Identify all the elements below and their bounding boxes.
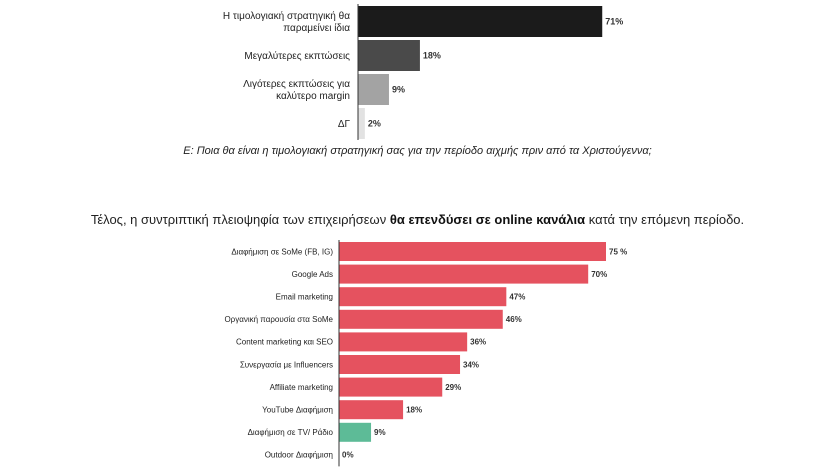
- category-label: Google Ads: [292, 270, 333, 279]
- intro-text-end: κατά την επόμενη περίοδο.: [585, 212, 745, 227]
- bar: [358, 74, 389, 105]
- category-label: YouTube Διαφήμιση: [262, 406, 333, 415]
- category-label: Συνεργασία με Influencers: [240, 360, 333, 369]
- chart-question-caption: Ε: Ποια θα είναι η τιμολογιακή στρατηγικ…: [183, 145, 652, 157]
- bar: [358, 40, 420, 71]
- bar: [358, 108, 365, 139]
- value-label: 2%: [368, 119, 381, 129]
- intro-text-bold: θα επενδύσει σε online κανάλια: [389, 212, 586, 227]
- bar: [339, 309, 503, 329]
- pricing-strategy-chart: Η τιμολογιακή στρατηγική θα παραμείνει ίδ…: [223, 4, 623, 140]
- bar: [339, 332, 468, 352]
- bar: [358, 6, 603, 37]
- value-label: 0%: [342, 451, 354, 460]
- bar: [339, 422, 372, 442]
- value-label: 18%: [423, 51, 441, 61]
- online-channels-chart: Διαφήμιση σε SoMe (FB, IG) 75 % Google Ads…: [224, 240, 627, 467]
- category-label: ΔΓ: [338, 119, 351, 130]
- bar: [339, 377, 443, 397]
- value-label: 71%: [605, 17, 623, 27]
- value-label: 29%: [445, 383, 461, 392]
- value-label: 34%: [463, 360, 479, 369]
- bar: [339, 242, 606, 261]
- value-label: 36%: [470, 338, 486, 347]
- category-label: Διαφήμιση σε TV/ Ράδιο: [248, 428, 334, 437]
- bar: [339, 287, 507, 307]
- category-label: Outdoor Διαφήμιση: [265, 451, 333, 460]
- category-label: Affiliate marketing: [270, 383, 333, 392]
- bar: [339, 400, 404, 420]
- value-label: 75 %: [609, 247, 627, 256]
- category-label: Η τιμολογιακή στρατηγική θα παραμείνει ίδ…: [223, 10, 350, 34]
- intro-paragraph: Τέλος, η συντριπτική πλειοψηφία των επιχ…: [0, 212, 835, 227]
- value-label: 46%: [506, 315, 522, 324]
- bar: [339, 264, 589, 284]
- value-label: 70%: [591, 270, 607, 279]
- category-label: Μεγαλύτερες εκπτώσεις: [244, 50, 350, 62]
- category-label: Λιγότερες εκπτώσεις για καλύτερο margin: [243, 78, 350, 102]
- value-label: 18%: [406, 406, 422, 415]
- category-label: Διαφήμιση σε SoMe (FB, IG): [231, 247, 333, 256]
- value-label: 9%: [392, 85, 405, 95]
- category-label: Email marketing: [276, 293, 333, 302]
- category-label: Content marketing και SEO: [236, 338, 333, 347]
- value-label: 47%: [509, 293, 525, 302]
- category-label: Οργανική παρουσία στα SoMe: [224, 315, 333, 324]
- value-label: 9%: [374, 428, 386, 437]
- intro-text-start: Τέλος, η συντριπτική πλειοψηφία των επιχ…: [90, 212, 390, 227]
- bar: [339, 355, 461, 374]
